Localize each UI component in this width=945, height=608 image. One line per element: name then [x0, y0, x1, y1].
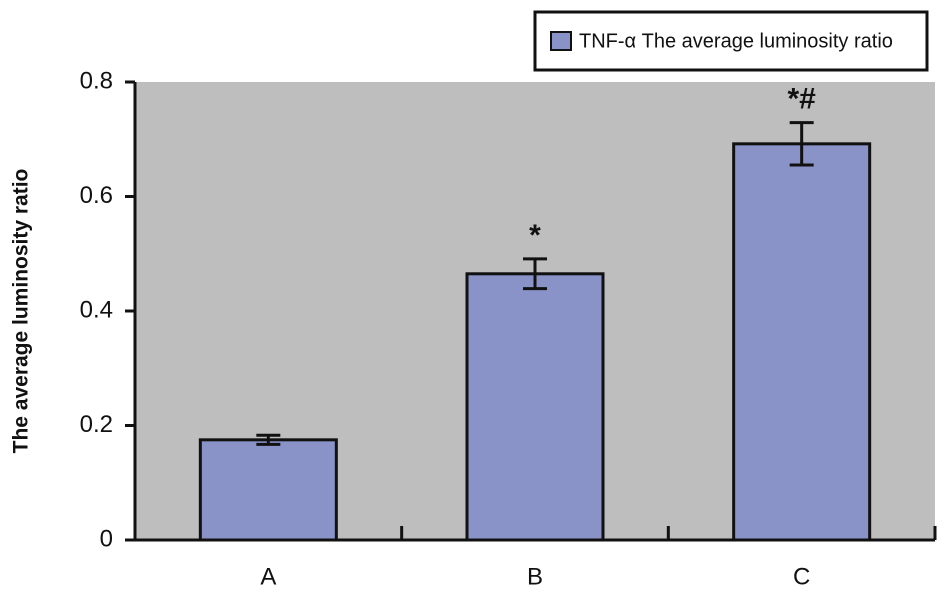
x-tick-label: A	[260, 563, 276, 590]
bar	[732, 142, 872, 542]
legend-label: TNF-α The average luminosity ratio	[579, 30, 893, 52]
bar	[465, 272, 605, 542]
y-tick-label: 0.4	[80, 296, 113, 323]
y-tick-label: 0	[100, 525, 113, 552]
y-tick-label: 0.6	[80, 182, 113, 209]
significance-label: *#	[787, 83, 816, 116]
y-tick-label: 0.2	[80, 411, 113, 438]
legend-box	[533, 10, 929, 72]
significance-label: *	[529, 219, 541, 252]
y-axis-title: The average luminosity ratio	[10, 169, 33, 454]
error-bar	[523, 257, 547, 291]
bar	[198, 438, 338, 542]
y-tick-label: 0.8	[80, 67, 113, 94]
x-tick-label: B	[527, 563, 543, 590]
error-bar	[256, 433, 281, 446]
legend-swatch	[550, 31, 572, 51]
x-tick-label: C	[793, 563, 810, 590]
error-bar	[789, 121, 814, 167]
